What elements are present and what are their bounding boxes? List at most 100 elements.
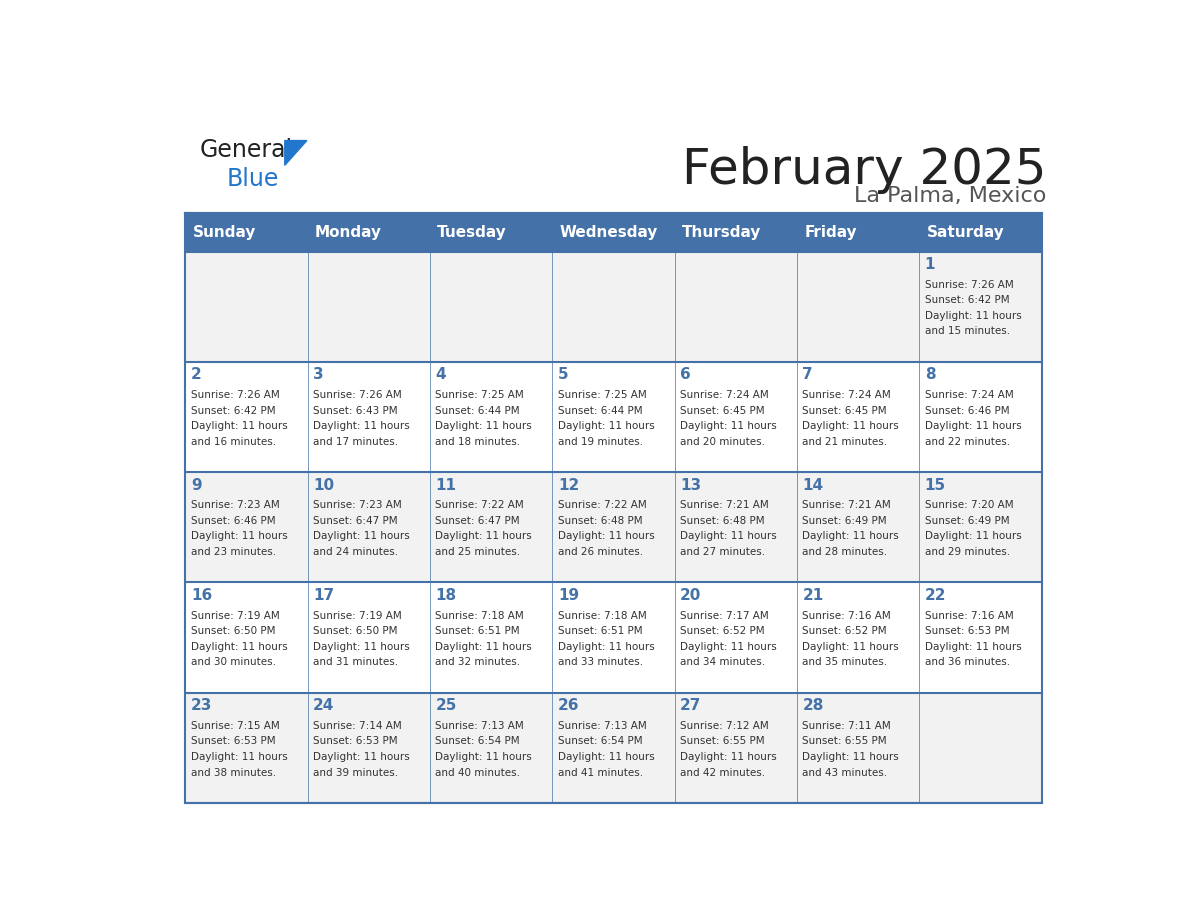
Text: Sunset: 6:55 PM: Sunset: 6:55 PM xyxy=(681,736,765,746)
Text: and 42 minutes.: and 42 minutes. xyxy=(681,767,765,778)
Text: Daylight: 11 hours: Daylight: 11 hours xyxy=(558,752,655,762)
Text: Sunset: 6:44 PM: Sunset: 6:44 PM xyxy=(558,406,643,416)
FancyBboxPatch shape xyxy=(797,252,920,362)
Text: and 31 minutes.: and 31 minutes. xyxy=(314,657,398,667)
Text: Sunset: 6:51 PM: Sunset: 6:51 PM xyxy=(436,626,520,636)
Text: 6: 6 xyxy=(681,367,691,383)
Text: 21: 21 xyxy=(802,588,823,603)
FancyBboxPatch shape xyxy=(308,472,430,582)
Text: and 17 minutes.: and 17 minutes. xyxy=(314,437,398,447)
Text: and 38 minutes.: and 38 minutes. xyxy=(191,767,276,778)
Text: 16: 16 xyxy=(191,588,213,603)
Text: and 20 minutes.: and 20 minutes. xyxy=(681,437,765,447)
Text: 8: 8 xyxy=(924,367,935,383)
Text: Daylight: 11 hours: Daylight: 11 hours xyxy=(558,532,655,542)
Text: Sunset: 6:55 PM: Sunset: 6:55 PM xyxy=(802,736,887,746)
Text: and 24 minutes.: and 24 minutes. xyxy=(314,547,398,557)
FancyBboxPatch shape xyxy=(797,472,920,582)
Text: Saturday: Saturday xyxy=(927,225,1004,240)
Text: Sunset: 6:53 PM: Sunset: 6:53 PM xyxy=(924,626,1010,636)
Text: 25: 25 xyxy=(436,699,457,713)
FancyBboxPatch shape xyxy=(185,213,1042,252)
Text: Thursday: Thursday xyxy=(682,225,762,240)
Text: Sunset: 6:54 PM: Sunset: 6:54 PM xyxy=(436,736,520,746)
FancyBboxPatch shape xyxy=(675,582,797,692)
Text: 11: 11 xyxy=(436,477,456,493)
Text: and 27 minutes.: and 27 minutes. xyxy=(681,547,765,557)
Text: and 30 minutes.: and 30 minutes. xyxy=(191,657,276,667)
FancyBboxPatch shape xyxy=(920,692,1042,803)
Text: Sunset: 6:42 PM: Sunset: 6:42 PM xyxy=(924,296,1010,306)
FancyBboxPatch shape xyxy=(797,692,920,803)
FancyBboxPatch shape xyxy=(185,582,308,692)
Text: and 16 minutes.: and 16 minutes. xyxy=(191,437,276,447)
Text: Sunset: 6:50 PM: Sunset: 6:50 PM xyxy=(191,626,276,636)
Text: Sunrise: 7:21 AM: Sunrise: 7:21 AM xyxy=(802,500,891,510)
Text: Sunrise: 7:15 AM: Sunrise: 7:15 AM xyxy=(191,721,279,731)
FancyBboxPatch shape xyxy=(920,582,1042,692)
Text: and 25 minutes.: and 25 minutes. xyxy=(436,547,520,557)
Text: Daylight: 11 hours: Daylight: 11 hours xyxy=(314,642,410,652)
FancyBboxPatch shape xyxy=(675,472,797,582)
Text: Daylight: 11 hours: Daylight: 11 hours xyxy=(436,532,532,542)
Text: Sunrise: 7:22 AM: Sunrise: 7:22 AM xyxy=(436,500,524,510)
Text: Sunset: 6:44 PM: Sunset: 6:44 PM xyxy=(436,406,520,416)
Text: Sunset: 6:48 PM: Sunset: 6:48 PM xyxy=(558,516,643,526)
FancyBboxPatch shape xyxy=(797,362,920,472)
FancyBboxPatch shape xyxy=(185,692,308,803)
Text: 14: 14 xyxy=(802,477,823,493)
Text: Sunrise: 7:19 AM: Sunrise: 7:19 AM xyxy=(191,610,279,621)
Text: Daylight: 11 hours: Daylight: 11 hours xyxy=(681,752,777,762)
Text: Daylight: 11 hours: Daylight: 11 hours xyxy=(681,642,777,652)
Text: Sunset: 6:47 PM: Sunset: 6:47 PM xyxy=(436,516,520,526)
FancyBboxPatch shape xyxy=(430,582,552,692)
Text: 22: 22 xyxy=(924,588,947,603)
Text: Daylight: 11 hours: Daylight: 11 hours xyxy=(802,752,899,762)
FancyBboxPatch shape xyxy=(430,362,552,472)
Text: Sunrise: 7:24 AM: Sunrise: 7:24 AM xyxy=(924,390,1013,400)
Text: and 41 minutes.: and 41 minutes. xyxy=(558,767,643,778)
Text: 20: 20 xyxy=(681,588,701,603)
FancyBboxPatch shape xyxy=(308,582,430,692)
Text: Sunrise: 7:16 AM: Sunrise: 7:16 AM xyxy=(802,610,891,621)
Text: Sunset: 6:49 PM: Sunset: 6:49 PM xyxy=(802,516,887,526)
Text: Wednesday: Wednesday xyxy=(560,225,658,240)
FancyBboxPatch shape xyxy=(430,472,552,582)
Text: Sunrise: 7:22 AM: Sunrise: 7:22 AM xyxy=(558,500,646,510)
Text: and 19 minutes.: and 19 minutes. xyxy=(558,437,643,447)
Text: 28: 28 xyxy=(802,699,823,713)
Text: Sunrise: 7:21 AM: Sunrise: 7:21 AM xyxy=(681,500,769,510)
Text: Daylight: 11 hours: Daylight: 11 hours xyxy=(802,532,899,542)
FancyBboxPatch shape xyxy=(430,252,552,362)
FancyBboxPatch shape xyxy=(675,252,797,362)
Text: Sunset: 6:47 PM: Sunset: 6:47 PM xyxy=(314,516,398,526)
Text: Sunrise: 7:16 AM: Sunrise: 7:16 AM xyxy=(924,610,1013,621)
Text: and 39 minutes.: and 39 minutes. xyxy=(314,767,398,778)
Text: 27: 27 xyxy=(681,699,701,713)
Text: and 18 minutes.: and 18 minutes. xyxy=(436,437,520,447)
Text: Daylight: 11 hours: Daylight: 11 hours xyxy=(191,642,287,652)
Text: 9: 9 xyxy=(191,477,202,493)
Text: and 34 minutes.: and 34 minutes. xyxy=(681,657,765,667)
Text: Sunrise: 7:17 AM: Sunrise: 7:17 AM xyxy=(681,610,769,621)
Text: Daylight: 11 hours: Daylight: 11 hours xyxy=(681,532,777,542)
Text: Daylight: 11 hours: Daylight: 11 hours xyxy=(681,421,777,431)
Text: Blue: Blue xyxy=(227,167,279,191)
Text: 23: 23 xyxy=(191,699,213,713)
Text: Sunset: 6:52 PM: Sunset: 6:52 PM xyxy=(802,626,887,636)
Text: 19: 19 xyxy=(558,588,579,603)
Text: Sunrise: 7:23 AM: Sunrise: 7:23 AM xyxy=(314,500,402,510)
Text: and 32 minutes.: and 32 minutes. xyxy=(436,657,520,667)
Text: 5: 5 xyxy=(558,367,568,383)
Text: and 33 minutes.: and 33 minutes. xyxy=(558,657,643,667)
Text: Sunrise: 7:12 AM: Sunrise: 7:12 AM xyxy=(681,721,769,731)
FancyBboxPatch shape xyxy=(185,362,308,472)
Text: Daylight: 11 hours: Daylight: 11 hours xyxy=(436,421,532,431)
Text: 15: 15 xyxy=(924,477,946,493)
Text: and 21 minutes.: and 21 minutes. xyxy=(802,437,887,447)
FancyBboxPatch shape xyxy=(675,362,797,472)
Text: 26: 26 xyxy=(558,699,580,713)
Text: Sunset: 6:52 PM: Sunset: 6:52 PM xyxy=(681,626,765,636)
Text: Sunset: 6:43 PM: Sunset: 6:43 PM xyxy=(314,406,398,416)
Text: and 26 minutes.: and 26 minutes. xyxy=(558,547,643,557)
